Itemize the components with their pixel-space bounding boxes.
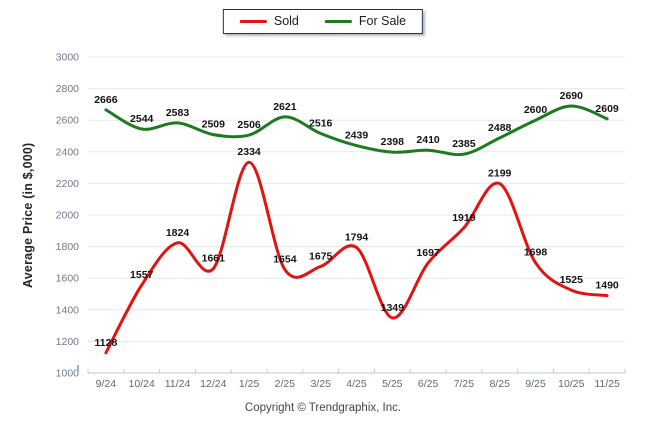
sold-data-label: 1661 xyxy=(202,253,226,265)
y-axis-tick-label: 1800 xyxy=(56,241,80,253)
for-sale-data-label: 2506 xyxy=(237,119,261,131)
y-axis-tick-label: 3000 xyxy=(56,52,80,64)
sold-data-label: 2334 xyxy=(237,146,261,158)
x-axis-tick-label: 7/25 xyxy=(454,378,475,390)
for-sale-data-label: 2690 xyxy=(560,90,584,102)
sold-series-line xyxy=(104,160,609,355)
chart-legend: Sold For Sale xyxy=(222,9,424,34)
sold-data-label: 2199 xyxy=(488,168,512,180)
y-axis-tick-label: 1400 xyxy=(56,304,80,316)
sold-data-label: 1525 xyxy=(560,274,584,286)
legend-item-for-sale: For Sale xyxy=(324,14,407,29)
x-axis-tick-label: 11/25 xyxy=(594,378,620,390)
for-sale-line-swatch xyxy=(324,20,352,23)
for-sale-data-label: 2488 xyxy=(488,122,512,134)
y-axis-tick-label: 1600 xyxy=(56,273,80,285)
for-sale-data-label: 2385 xyxy=(452,138,476,150)
copyright-text: Copyright © Trendgraphix, Inc. xyxy=(244,402,402,414)
sold-data-label: 1919 xyxy=(452,212,476,224)
for-sale-data-label: 2439 xyxy=(345,130,369,142)
x-axis-tick-label: 4/25 xyxy=(346,378,367,390)
sold-data-label: 1490 xyxy=(595,280,619,292)
sold-data-label: 1697 xyxy=(416,247,440,259)
for-sale-data-label: 2666 xyxy=(94,94,118,106)
legend-label-sold: Sold xyxy=(273,14,299,29)
x-axis-tick-label: 6/25 xyxy=(418,378,439,390)
sold-data-label: 1698 xyxy=(524,247,548,259)
x-axis-tick-label: 10/24 xyxy=(129,378,155,390)
y-axis-tick-label: 2000 xyxy=(56,210,80,222)
sold-line-swatch xyxy=(239,20,267,23)
y-axis-tick-label: 1000 xyxy=(56,368,80,380)
y-axis-tick-label: 1200 xyxy=(56,336,80,348)
x-axis-tick-label: 8/25 xyxy=(489,378,510,390)
for-sale-data-label: 2544 xyxy=(130,113,154,125)
for-sale-data-label: 2583 xyxy=(166,107,190,119)
x-axis-tick-label: 5/25 xyxy=(382,378,403,390)
sold-data-label: 1349 xyxy=(381,302,405,314)
x-axis-tick-label: 12/24 xyxy=(200,378,226,390)
for-sale-data-label: 2509 xyxy=(202,119,226,131)
x-axis-tick-label: 9/25 xyxy=(525,378,546,390)
sold-data-label: 1794 xyxy=(345,232,369,244)
x-axis-tick-label: 1/25 xyxy=(239,378,260,390)
for-sale-series-line xyxy=(104,104,609,157)
sold-data-label: 1675 xyxy=(309,250,333,262)
for-sale-data-label: 2398 xyxy=(381,136,405,148)
y-axis-tick-label: 2200 xyxy=(56,178,80,190)
sold-data-label: 1654 xyxy=(273,254,297,266)
x-axis-tick-label: 2/25 xyxy=(275,378,296,390)
sold-data-label: 1557 xyxy=(130,269,154,281)
legend-label-for-sale: For Sale xyxy=(358,14,407,29)
for-sale-data-label: 2609 xyxy=(595,103,619,115)
for-sale-data-label: 2600 xyxy=(524,104,548,116)
legend-item-sold: Sold xyxy=(239,14,299,29)
x-axis-tick-label: 10/25 xyxy=(558,378,584,390)
x-axis-tick-label: 9/24 xyxy=(96,378,117,390)
y-axis-tick-label: 2800 xyxy=(56,83,80,95)
for-sale-data-label: 2621 xyxy=(273,101,297,113)
x-axis-tick-label: 3/25 xyxy=(310,378,331,390)
x-axis-tick-label: 11/24 xyxy=(165,378,191,390)
y-axis-tick-label: 2400 xyxy=(56,146,80,158)
for-sale-data-label: 2410 xyxy=(416,134,440,146)
sold-data-label: 1128 xyxy=(95,337,118,349)
sold-data-label: 1824 xyxy=(166,227,190,239)
for-sale-data-label: 2516 xyxy=(309,117,333,129)
y-axis-tick-label: 2600 xyxy=(56,115,80,127)
